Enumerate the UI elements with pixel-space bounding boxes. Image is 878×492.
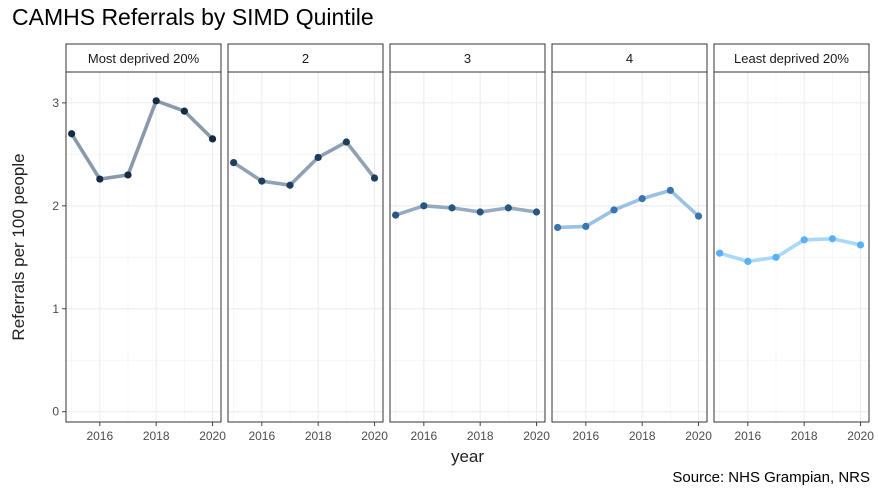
data-point [772,253,780,261]
panel-border [551,71,708,423]
data-point [152,97,160,105]
data-point [342,138,350,146]
data-point [370,174,379,182]
x-tick-label: 2020 [199,429,226,443]
series-line [393,204,539,217]
facet-label: Least deprived 20% [734,51,849,66]
series-line [717,237,863,264]
x-tick-label: 2016 [734,429,761,443]
y-axis-title: Referrals per 100 people [9,153,28,340]
chart-title: CAMHS Referrals by SIMD Quintile [12,4,374,30]
x-tick-label: 2016 [572,429,599,443]
facet-strip [713,43,870,73]
data-point [286,181,294,189]
panel-border [713,71,870,423]
facet-label: Most deprived 20% [88,51,200,66]
data-point [856,241,865,249]
x-tick-label: 2018 [791,429,818,443]
data-point [532,208,541,216]
x-tick-label: 2016 [248,429,275,443]
x-tick-label: 2018 [629,429,656,443]
data-point [744,257,752,266]
facet-label: 3 [464,51,471,66]
data-point [716,249,724,257]
series-line [231,140,377,187]
data-point [504,204,512,212]
data-point [258,177,266,185]
series-line [555,188,701,230]
y-tick-label: 2 [52,199,59,213]
data-point [554,223,562,232]
data-point [392,211,400,219]
x-tick-label: 2020 [847,429,874,443]
x-axis-title: year [451,447,484,466]
data-point [208,135,217,143]
data-point [124,171,132,179]
x-tick-label: 2020 [685,429,712,443]
data-point [448,204,456,212]
facet-strip [551,43,708,73]
data-point [694,212,703,220]
x-tick-label: 2016 [86,429,113,443]
data-point [476,208,484,216]
x-tick-label: 2016 [410,429,437,443]
x-tick-label: 2018 [467,429,494,443]
data-point [230,158,238,167]
data-point [610,206,618,214]
data-point [828,235,836,243]
panel-border [65,71,222,423]
source-note: Source: NHS Grampian, NRS [672,469,870,486]
data-point [96,175,104,183]
y-tick-label: 3 [52,96,59,110]
data-point [666,186,674,194]
data-point [638,195,646,203]
data-point [420,202,428,210]
facet-strip [227,43,384,73]
x-tick-label: 2018 [305,429,332,443]
facet-label: 4 [626,51,633,66]
x-tick-label: 2020 [523,429,550,443]
data-point [68,130,76,138]
panel-border [227,71,384,423]
y-tick-label: 0 [52,405,59,419]
data-point [800,236,808,244]
facet-strip [389,43,546,73]
data-point [180,107,188,115]
series-line [69,99,215,181]
panel-border [389,71,546,423]
data-point [314,153,322,162]
facet-label: 2 [302,51,309,66]
x-tick-label: 2018 [143,429,170,443]
data-point [582,222,590,231]
x-tick-label: 2020 [361,429,388,443]
y-tick-label: 1 [52,302,59,316]
